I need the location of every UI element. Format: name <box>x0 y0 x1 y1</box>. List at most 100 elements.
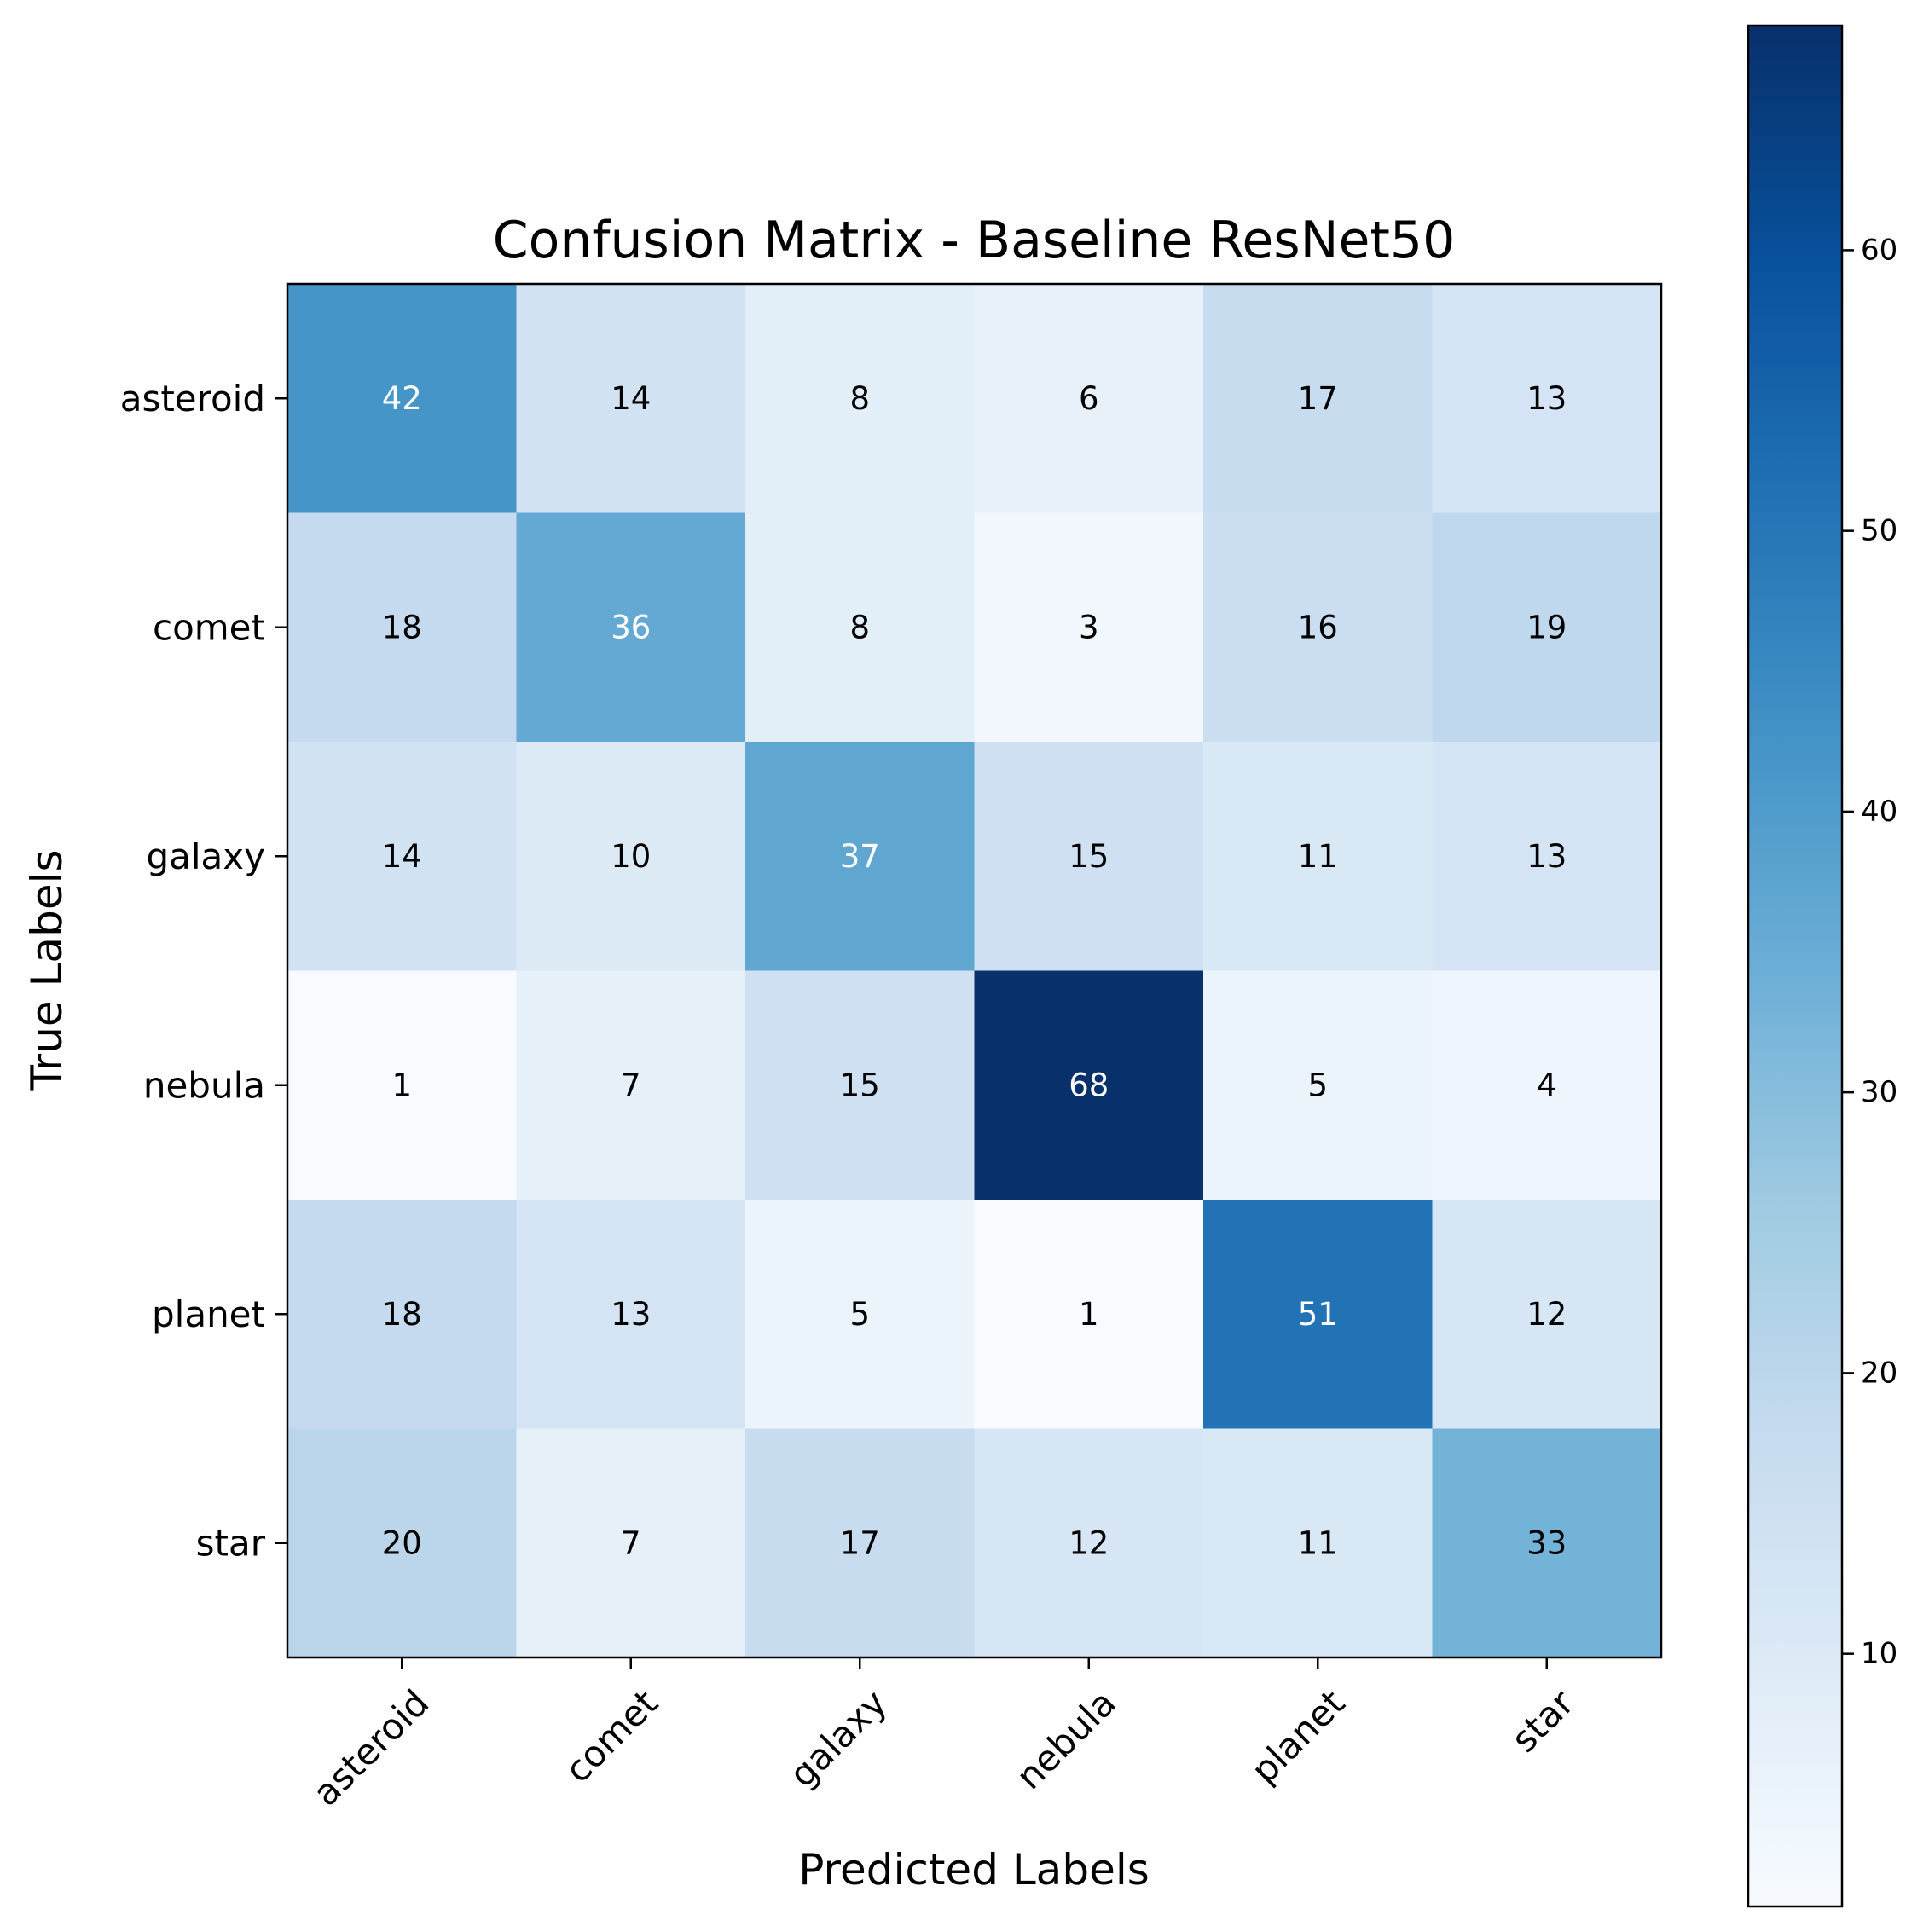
cell-value-label: 4 <box>1537 1067 1557 1103</box>
x-tick-label: planet <box>1243 1681 1353 1791</box>
y-tick-label: star <box>196 1522 266 1564</box>
heatmap-cell <box>1203 742 1433 971</box>
heatmap-cell <box>1432 512 1662 743</box>
cell-value-label: 14 <box>382 838 422 875</box>
x-tick-label: nebula <box>1008 1681 1124 1797</box>
cell-value-label: 17 <box>1298 380 1338 417</box>
cell-value-label: 37 <box>840 838 880 875</box>
heatmap-cell <box>745 512 975 743</box>
heatmap-cell <box>287 1200 517 1429</box>
x-tick-label: galaxy <box>781 1681 895 1795</box>
heatmap-cell <box>745 1200 975 1429</box>
x-tick-label: star <box>1503 1681 1583 1761</box>
heatmap-cell <box>745 970 975 1200</box>
heatmap-cell <box>1203 512 1433 743</box>
cell-value-label: 5 <box>1307 1067 1328 1103</box>
heatmap-cell <box>287 512 517 743</box>
plot-frame <box>286 282 1663 1659</box>
cell-value-label: 5 <box>849 1296 870 1333</box>
heatmap-cell <box>745 742 975 971</box>
heatmap-cells <box>287 284 1662 1658</box>
cell-value-label: 42 <box>382 380 422 417</box>
heatmap-cell <box>974 512 1204 743</box>
heatmap-cell <box>287 742 517 971</box>
cell-value-label: 7 <box>621 1067 641 1103</box>
cell-value-label: 11 <box>1298 1524 1338 1561</box>
cell-value-label: 7 <box>621 1524 641 1561</box>
heatmap-cell <box>516 1200 746 1429</box>
heatmap-cell <box>1203 1428 1433 1658</box>
cell-value-label: 13 <box>1526 380 1567 417</box>
y-tick-label: asteroid <box>120 378 265 419</box>
heatmap-cell <box>1203 284 1433 513</box>
colorbar-tick-label: 20 <box>1861 1356 1897 1390</box>
cell-value-label: 33 <box>1526 1524 1567 1561</box>
heatmap-cell <box>516 512 746 743</box>
cell-value-label: 3 <box>1079 609 1099 645</box>
cell-value-label: 8 <box>849 609 870 645</box>
cell-value-label: 6 <box>1079 380 1099 417</box>
colorbar-tick-label: 30 <box>1861 1075 1897 1109</box>
colorbar-tick-label: 50 <box>1861 514 1897 548</box>
y-tick-label: comet <box>153 606 265 648</box>
cell-value-label: 36 <box>611 609 651 645</box>
cell-value-label: 8 <box>849 380 870 417</box>
heatmap-cell <box>516 742 746 971</box>
cell-value-label: 1 <box>1079 1296 1099 1333</box>
y-axis-label: True Labels <box>22 849 72 1091</box>
x-tick-label: comet <box>557 1681 666 1790</box>
cell-value-label: 16 <box>1298 609 1338 645</box>
cell-value-label: 13 <box>611 1296 651 1333</box>
cell-value-label: 11 <box>1298 838 1338 875</box>
heatmap-cell <box>1432 970 1662 1200</box>
heatmap-cell <box>516 970 746 1200</box>
cell-value-label: 18 <box>382 1296 422 1333</box>
cell-value-label: 19 <box>1526 609 1567 645</box>
cell-value-label: 68 <box>1069 1067 1109 1103</box>
heatmap-cell <box>1432 742 1662 971</box>
cell-value-label: 12 <box>1069 1524 1109 1561</box>
heatmap-cell <box>974 742 1204 971</box>
heatmap-cell <box>745 284 975 513</box>
heatmap-cell <box>1432 284 1662 513</box>
y-tick-label: planet <box>152 1293 265 1335</box>
heatmap-cell <box>974 1200 1204 1429</box>
cell-value-label: 13 <box>1526 838 1567 875</box>
x-axis-ticks: asteroid comet galaxy nebula planet star <box>304 1657 1582 1814</box>
colorbar: 10 20 30 40 50 60 <box>1747 24 1897 1908</box>
cell-value-label: 10 <box>611 838 651 875</box>
cell-value-label: 15 <box>840 1067 880 1103</box>
cell-value-label: 51 <box>1298 1296 1338 1333</box>
cell-value-label: 12 <box>1526 1296 1567 1333</box>
heatmap-cell <box>516 284 746 513</box>
heatmap-cell <box>516 1428 746 1658</box>
x-axis-label: Predicted Labels <box>798 1845 1150 1894</box>
heatmap-cell <box>745 1428 975 1658</box>
heatmap-cell <box>287 1428 517 1658</box>
y-tick-label: nebula <box>143 1064 265 1106</box>
heatmap-cell <box>1432 1428 1662 1658</box>
heatmap-cell <box>287 970 517 1200</box>
cell-value-label: 14 <box>611 380 651 417</box>
heatmap-cell <box>1432 1200 1662 1429</box>
cell-value-label: 1 <box>391 1067 412 1103</box>
heatmap-cell <box>1203 1200 1433 1429</box>
y-axis-ticks: asteroid comet galaxy nebula planet star <box>120 378 287 1564</box>
x-tick-label: asteroid <box>304 1681 437 1813</box>
chart-title: Confusion Matrix - Baseline ResNet50 <box>493 211 1456 270</box>
heatmap-cell <box>974 1428 1204 1658</box>
cell-value-label: 18 <box>382 609 422 645</box>
cell-value-label: 20 <box>382 1524 422 1561</box>
heatmap-cell <box>287 284 517 513</box>
colorbar-tick-label: 10 <box>1861 1637 1897 1671</box>
heatmap-cell <box>974 970 1204 1200</box>
y-tick-label: galaxy <box>146 836 265 877</box>
colorbar-tick-label: 60 <box>1861 233 1897 267</box>
colorbar-ticks: 10 20 30 40 50 60 <box>1842 233 1897 1671</box>
cell-value-label: 17 <box>840 1524 880 1561</box>
colorbar-gradient <box>1747 24 1844 1908</box>
colorbar-tick-label: 40 <box>1861 795 1897 829</box>
cell-value-label: 15 <box>1069 838 1109 875</box>
heatmap-cell <box>974 284 1204 513</box>
